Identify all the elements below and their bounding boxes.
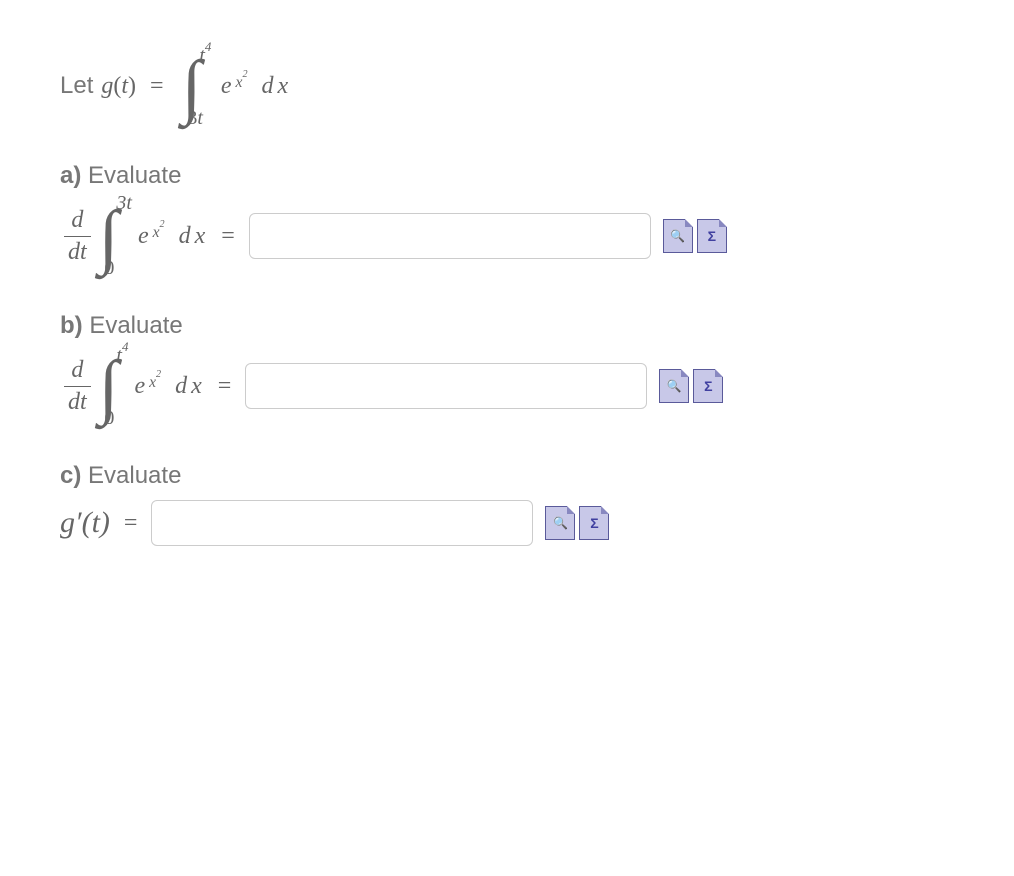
upper-limit-b: t4 (116, 342, 128, 368)
lower-limit: 3t (187, 107, 203, 130)
part-a-label: a) Evaluate (60, 162, 954, 190)
equals: = (150, 73, 164, 100)
upper-limit-a: 3t (116, 192, 132, 215)
paren-open: ( (113, 73, 121, 100)
gprime-expr: g′(t) (60, 506, 110, 540)
intro-definition: Let g ( t ) = ∫ t4 3t ex2 dx (60, 50, 954, 122)
part-c-label: c) Evaluate (60, 462, 954, 490)
upper-limit: t4 (199, 42, 215, 68)
lower-limit-a: 0 (104, 257, 120, 280)
answer-input-c[interactable] (151, 500, 533, 546)
sigma-icon[interactable]: Σ (579, 506, 609, 540)
integrand-a: ex2 dx (136, 223, 207, 250)
integral-b: ∫ t4 0 (99, 350, 121, 422)
let-text: Let (60, 72, 93, 100)
icon-group-c: 🔍 Σ (545, 506, 609, 540)
answer-input-b[interactable] (245, 363, 647, 409)
preview-icon[interactable]: 🔍 (545, 506, 575, 540)
preview-icon[interactable]: 🔍 (659, 369, 689, 403)
sigma-icon[interactable]: Σ (693, 369, 723, 403)
integrand: ex2 dx (219, 73, 290, 100)
sigma-icon[interactable]: Σ (697, 219, 727, 253)
integral-main: ∫ t4 3t (182, 50, 207, 122)
lower-limit-b: 0 (104, 407, 116, 430)
part-b-row: d dt ∫ t4 0 ex2 dx = 🔍 Σ (60, 350, 954, 422)
part-c-row: g′(t) = 🔍 Σ (60, 500, 954, 546)
func-arg: t (121, 73, 128, 100)
icon-group-a: 🔍 Σ (663, 219, 727, 253)
func-g: g (101, 73, 113, 100)
part-b-label: b) Evaluate (60, 312, 954, 340)
equals-c: = (124, 510, 138, 537)
icon-group-b: 🔍 Σ (659, 369, 723, 403)
derivative-b: d dt (64, 357, 91, 415)
integral-a: ∫ 3t 0 (99, 200, 124, 272)
paren-close: ) (128, 73, 136, 100)
equals-a: = (221, 223, 235, 250)
equals-b: = (218, 373, 232, 400)
derivative-a: d dt (64, 207, 91, 265)
part-a-row: d dt ∫ 3t 0 ex2 dx = 🔍 Σ (60, 200, 954, 272)
integrand-b: ex2 dx (132, 373, 203, 400)
answer-input-a[interactable] (249, 213, 651, 259)
preview-icon[interactable]: 🔍 (663, 219, 693, 253)
